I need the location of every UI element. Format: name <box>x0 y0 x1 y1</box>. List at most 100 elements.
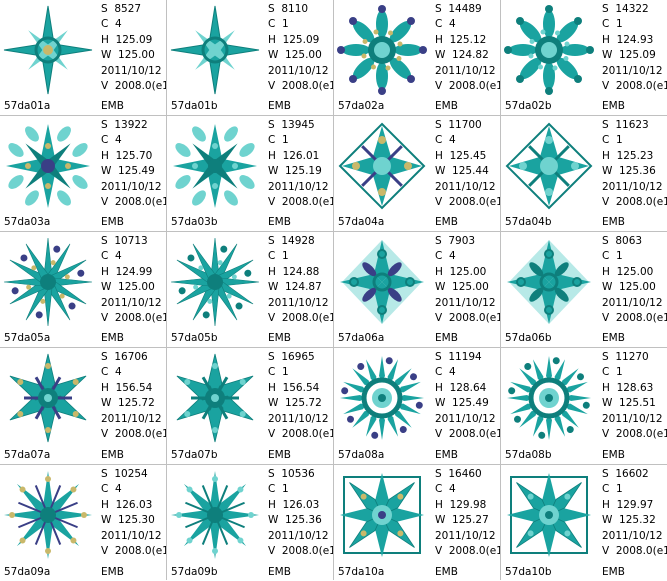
snowflake-spiky-icon[interactable] <box>2 236 94 328</box>
design-height: H 156.54 <box>101 381 153 394</box>
design-version: V 2008.0(e1 <box>101 79 166 92</box>
design-width: W 125.00 <box>602 281 656 294</box>
design-height: H 128.63 <box>602 381 654 394</box>
design-tile[interactable]: S 10536 C 1 H 126.03 W 125.36 2011/10/12 V 20… <box>167 465 333 581</box>
color-count: C 4 <box>101 250 122 263</box>
design-height: H 125.12 <box>435 33 487 46</box>
design-height: H 128.64 <box>435 381 487 394</box>
color-count: C 4 <box>435 483 456 496</box>
snowflake-wide-icon[interactable] <box>169 352 261 444</box>
color-count: C 1 <box>268 366 289 379</box>
snowflake-square-icon[interactable] <box>336 469 428 561</box>
file-name: 57da05a <box>4 332 51 344</box>
design-height: H 125.70 <box>101 149 153 162</box>
design-info: S 8063 C 1 H 125.00 W 125.00 2011/10/12 V 200… <box>602 234 667 326</box>
color-count: C 4 <box>101 366 122 379</box>
stitch-count: S 16460 <box>435 468 482 480</box>
file-name: 57da04b <box>505 216 552 228</box>
design-tile[interactable]: S 7903 C 4 H 125.00 W 125.00 2011/10/12 V 200… <box>334 232 500 347</box>
design-tile[interactable]: S 8110 C 1 H 125.09 W 125.00 2011/10/12 V 200… <box>167 0 333 115</box>
snowflake-ring-icon[interactable] <box>336 352 428 444</box>
snowflake-rhombus-icon[interactable] <box>503 236 595 328</box>
design-date: 2011/10/12 <box>602 412 663 425</box>
snowflake-rhombus-icon[interactable] <box>336 236 428 328</box>
design-height: H 126.03 <box>101 498 153 511</box>
color-count: C 1 <box>602 366 623 379</box>
design-width: W 125.32 <box>602 514 656 527</box>
design-width: W 125.51 <box>602 397 656 410</box>
design-info: S 14928 C 1 H 124.88 W 124.87 2011/10/12 V 20… <box>268 234 333 326</box>
color-count: C 1 <box>268 483 289 496</box>
design-tile[interactable]: S 8063 C 1 H 125.00 W 125.00 2011/10/12 V 200… <box>501 232 667 347</box>
design-tile[interactable]: S 16965 C 1 H 156.54 W 125.72 2011/10/12 V 20… <box>167 348 333 464</box>
design-info: S 16706 C 4 H 156.54 W 125.72 2011/10/12 V 20… <box>101 350 166 442</box>
snowflake-spiky-icon[interactable] <box>169 236 261 328</box>
snowflake-diamond-icon[interactable] <box>503 120 595 212</box>
design-tile[interactable]: S 16706 C 4 H 156.54 W 125.72 2011/10/12 V 20… <box>0 348 166 464</box>
stitch-count: S 10536 <box>268 468 315 480</box>
stitch-count: S 14322 <box>602 3 649 15</box>
design-tile[interactable]: S 11270 C 1 H 128.63 W 125.51 2011/10/12 V 20… <box>501 348 667 464</box>
color-count: C 4 <box>101 18 122 31</box>
design-tile[interactable]: S 14322 C 1 H 124.93 W 125.09 2011/10/12 V 20… <box>501 0 667 115</box>
file-type: EMB <box>602 332 625 344</box>
color-count: C 4 <box>435 134 456 147</box>
design-version: V 2008.0(e1 <box>101 427 166 440</box>
design-tile[interactable]: S 16602 C 1 H 129.97 W 125.32 2011/10/12 V 20… <box>501 465 667 581</box>
design-date: 2011/10/12 <box>101 180 162 193</box>
design-info: S 16602 C 1 H 129.97 W 125.32 2011/10/12 V 20… <box>602 467 667 559</box>
stitch-count: S 11700 <box>435 119 482 131</box>
file-name: 57da02b <box>505 100 552 112</box>
snowflake-round-icon[interactable] <box>336 4 428 96</box>
snowflake-burst-icon[interactable] <box>2 469 94 561</box>
design-info: S 11623 C 1 H 125.23 W 125.36 2011/10/12 V 20… <box>602 118 667 210</box>
snowflake-diamond-icon[interactable] <box>336 120 428 212</box>
design-width: W 125.27 <box>435 514 489 527</box>
design-width: W 125.00 <box>101 49 155 62</box>
snowflake-star-icon[interactable] <box>169 4 261 96</box>
design-info: S 8110 C 1 H 125.09 W 125.00 2011/10/12 V 200… <box>268 2 333 94</box>
snowflake-cross-icon[interactable] <box>2 120 94 212</box>
design-date: 2011/10/12 <box>602 296 663 309</box>
design-tile[interactable]: S 8527 C 4 H 125.09 W 125.00 2011/10/12 V 200… <box>0 0 166 115</box>
design-height: H 124.88 <box>268 265 320 278</box>
file-type: EMB <box>435 566 458 578</box>
stitch-count: S 10713 <box>101 235 148 247</box>
file-name: 57da09b <box>171 566 218 578</box>
snowflake-star-icon[interactable] <box>2 4 94 96</box>
design-tile[interactable]: S 11194 C 4 H 128.64 W 125.49 2011/10/12 V 20… <box>334 348 500 464</box>
design-tile[interactable]: S 10713 C 4 H 124.99 W 125.00 2011/10/12 V 20… <box>0 232 166 347</box>
snowflake-square-icon[interactable] <box>503 469 595 561</box>
design-height: H 125.00 <box>602 265 654 278</box>
design-info: S 10536 C 1 H 126.03 W 125.36 2011/10/12 V 20… <box>268 467 333 559</box>
snowflake-round-icon[interactable] <box>503 4 595 96</box>
design-tile[interactable]: S 11623 C 1 H 125.23 W 125.36 2011/10/12 V 20… <box>501 116 667 231</box>
design-tile[interactable]: S 13922 C 4 H 125.70 W 125.49 2011/10/12 V 20… <box>0 116 166 231</box>
stitch-count: S 16965 <box>268 351 315 363</box>
stitch-count: S 16706 <box>101 351 148 363</box>
design-height: H 125.00 <box>435 265 487 278</box>
design-version: V 2008.0(e1 <box>101 195 166 208</box>
design-date: 2011/10/12 <box>268 180 329 193</box>
snowflake-wide-icon[interactable] <box>2 352 94 444</box>
design-tile[interactable]: S 13945 C 1 H 126.01 W 125.19 2011/10/12 V 20… <box>167 116 333 231</box>
design-width: W 125.30 <box>101 514 155 527</box>
snowflake-ring-icon[interactable] <box>503 352 595 444</box>
snowflake-cross-icon[interactable] <box>169 120 261 212</box>
snowflake-burst-icon[interactable] <box>169 469 261 561</box>
design-tile[interactable]: S 14489 C 4 H 125.12 W 124.82 2011/10/12 V 20… <box>334 0 500 115</box>
design-height: H 129.98 <box>435 498 487 511</box>
design-tile[interactable]: S 16460 C 4 H 129.98 W 125.27 2011/10/12 V 20… <box>334 465 500 581</box>
color-count: C 4 <box>435 18 456 31</box>
design-tile[interactable]: S 11700 C 4 H 125.45 W 125.44 2011/10/12 V 20… <box>334 116 500 231</box>
file-name: 57da09a <box>4 566 51 578</box>
design-tile[interactable]: S 14928 C 1 H 124.88 W 124.87 2011/10/12 V 20… <box>167 232 333 347</box>
stitch-count: S 13945 <box>268 119 315 131</box>
design-tile[interactable]: S 10254 C 4 H 126.03 W 125.30 2011/10/12 V 20… <box>0 465 166 581</box>
file-type: EMB <box>435 449 458 461</box>
design-info: S 16460 C 4 H 129.98 W 125.27 2011/10/12 V 20… <box>435 467 500 559</box>
color-count: C 4 <box>435 250 456 263</box>
file-name: 57da02a <box>338 100 385 112</box>
design-version: V 2008.0(e1 <box>602 544 667 557</box>
design-date: 2011/10/12 <box>101 529 162 542</box>
